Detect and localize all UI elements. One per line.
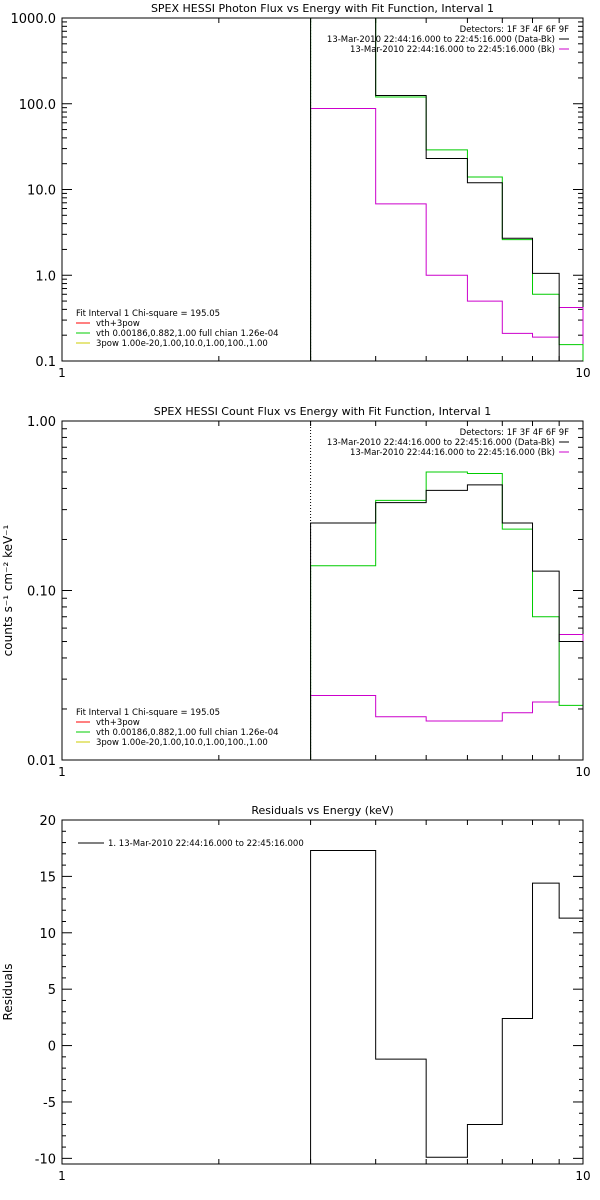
x-tick-label: 1 [58,765,66,779]
legend-top-entry: 13-Mar-2010 22:44:16.000 to 22:45:16.000… [350,45,555,55]
x-tick-label: 10 [575,366,590,380]
legend-top-entry: Detectors: 1F 3F 4F 6F 9F [460,25,569,35]
legend-top-entry: 13-Mar-2010 22:44:16.000 to 22:45:16.000… [327,438,555,448]
y-tick-label: 1000.0 [11,12,57,27]
series-bk [310,108,584,361]
legend-fit-header: Fit Interval 1 Chi-square = 195.05 [76,309,220,319]
y-tick-label: 5 [48,983,56,998]
y-tick-label: -10 [35,1152,56,1167]
series-data_minus_bk [310,849,584,1164]
chart-title: SPEX HESSI Count Flux vs Energy with Fit… [154,405,491,418]
y-tick-label: -5 [43,1096,56,1111]
legend-residual-entry: 1. 13-Mar-2010 22:44:16.000 to 22:45:16.… [108,839,304,849]
series-data_minus_bk [310,17,583,362]
x-tick-label: 10 [575,1169,590,1183]
y-tick-label: 0 [48,1040,56,1055]
chart-title: Residuals vs Energy (keV) [251,804,393,817]
chart-title: SPEX HESSI Photon Flux vs Energy with Fi… [151,2,494,15]
series-fit_vth [310,471,584,760]
y-tick-label: 0.1 [35,355,56,370]
legend-fit-header: Fit Interval 1 Chi-square = 195.05 [76,708,220,718]
y-tick-label: 0.10 [27,585,56,600]
y-tick-label: 10 [39,927,56,942]
series-fit_vth [310,17,584,361]
y-axis-label: counts s⁻¹ cm⁻² keV⁻¹ [1,524,15,656]
legend-fit-entry: 3pow 1.00e-20,1.00,10.0,1.00,100.,1.00 [96,339,268,349]
legend-top-entry: Detectors: 1F 3F 4F 6F 9F [460,428,569,438]
legend-fit-entry: vth 0.00186,0.882,1.00 full chian 1.26e-… [96,728,279,738]
y-tick-label: 20 [39,814,56,829]
y-tick-label: 100.0 [19,98,56,113]
y-tick-label: 1.0 [35,269,56,284]
x-tick-label: 10 [575,765,590,779]
x-tick-label: 1 [58,1169,66,1183]
legend-fit-entry: vth+3pow [96,319,140,329]
legend-top-entry: 13-Mar-2010 22:44:16.000 to 22:45:16.000… [350,448,555,458]
series-data_minus_bk [310,484,584,760]
y-tick-label: 0.01 [27,754,56,769]
y-tick-label: 10.0 [27,184,56,199]
x-tick-label: 1 [58,366,66,380]
y-axis-label: Residuals [1,964,15,1021]
series-bk [310,634,584,760]
legend-fit-entry: 3pow 1.00e-20,1.00,10.0,1.00,100.,1.00 [96,738,268,748]
y-tick-label: 1.00 [27,415,56,430]
y-tick-label: 15 [39,870,56,885]
legend-top-entry: 13-Mar-2010 22:44:16.000 to 22:45:16.000… [327,35,555,45]
plot-frame [61,819,584,1165]
legend-fit-entry: vth+3pow [96,718,140,728]
legend-fit-entry: vth 0.00186,0.882,1.00 full chian 1.26e-… [96,329,279,339]
